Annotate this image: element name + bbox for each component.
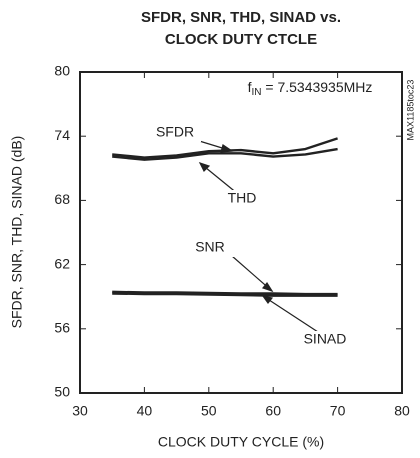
annotation-part: f xyxy=(248,79,252,95)
x-tick-label: 30 xyxy=(72,403,88,419)
plot-frame xyxy=(79,71,403,394)
series-line xyxy=(112,292,338,297)
label-bg xyxy=(149,124,201,142)
y-tick-label: 62 xyxy=(54,255,70,271)
series-label: SNR xyxy=(195,239,225,255)
chart-title: SFDR, SNR, THD, SINAD vs. xyxy=(141,9,341,26)
y-tick-label: 80 xyxy=(54,63,70,79)
y-tick-label: 50 xyxy=(54,384,70,400)
y-tick-label: 68 xyxy=(54,191,70,207)
x-axis-label: CLOCK DUTY CYCLE (%) xyxy=(158,434,324,450)
y-tick-label: 56 xyxy=(54,320,70,336)
series-label: SFDR xyxy=(156,124,194,140)
label-bg xyxy=(184,239,236,257)
x-tick-label: 80 xyxy=(394,403,410,419)
series-label: THD xyxy=(228,190,257,206)
y-axis-label: SFDR, SNR, THD, SINAD (dB) xyxy=(9,136,25,329)
annotation-sub: IN xyxy=(251,87,261,98)
annotation: fIN = 7.5343935MHz xyxy=(248,79,373,98)
series-label: SINAD xyxy=(304,331,347,347)
series-line xyxy=(112,290,338,296)
figure-code: MAX1185toc23 xyxy=(405,80,415,141)
x-tick-label: 50 xyxy=(201,403,217,419)
annotation-part: = 7.5343935MHz xyxy=(261,79,372,95)
arrows xyxy=(195,139,319,333)
x-tick-label: 60 xyxy=(265,403,281,419)
series-line xyxy=(112,137,338,159)
x-tick-label: 70 xyxy=(330,403,346,419)
x-tick-label: 40 xyxy=(137,403,153,419)
label-bg xyxy=(216,190,268,208)
series-line xyxy=(112,147,338,161)
y-tick-label: 74 xyxy=(54,127,70,143)
label-bg xyxy=(299,331,351,349)
chart-title: CLOCK DUTY CTCLE xyxy=(165,31,317,48)
